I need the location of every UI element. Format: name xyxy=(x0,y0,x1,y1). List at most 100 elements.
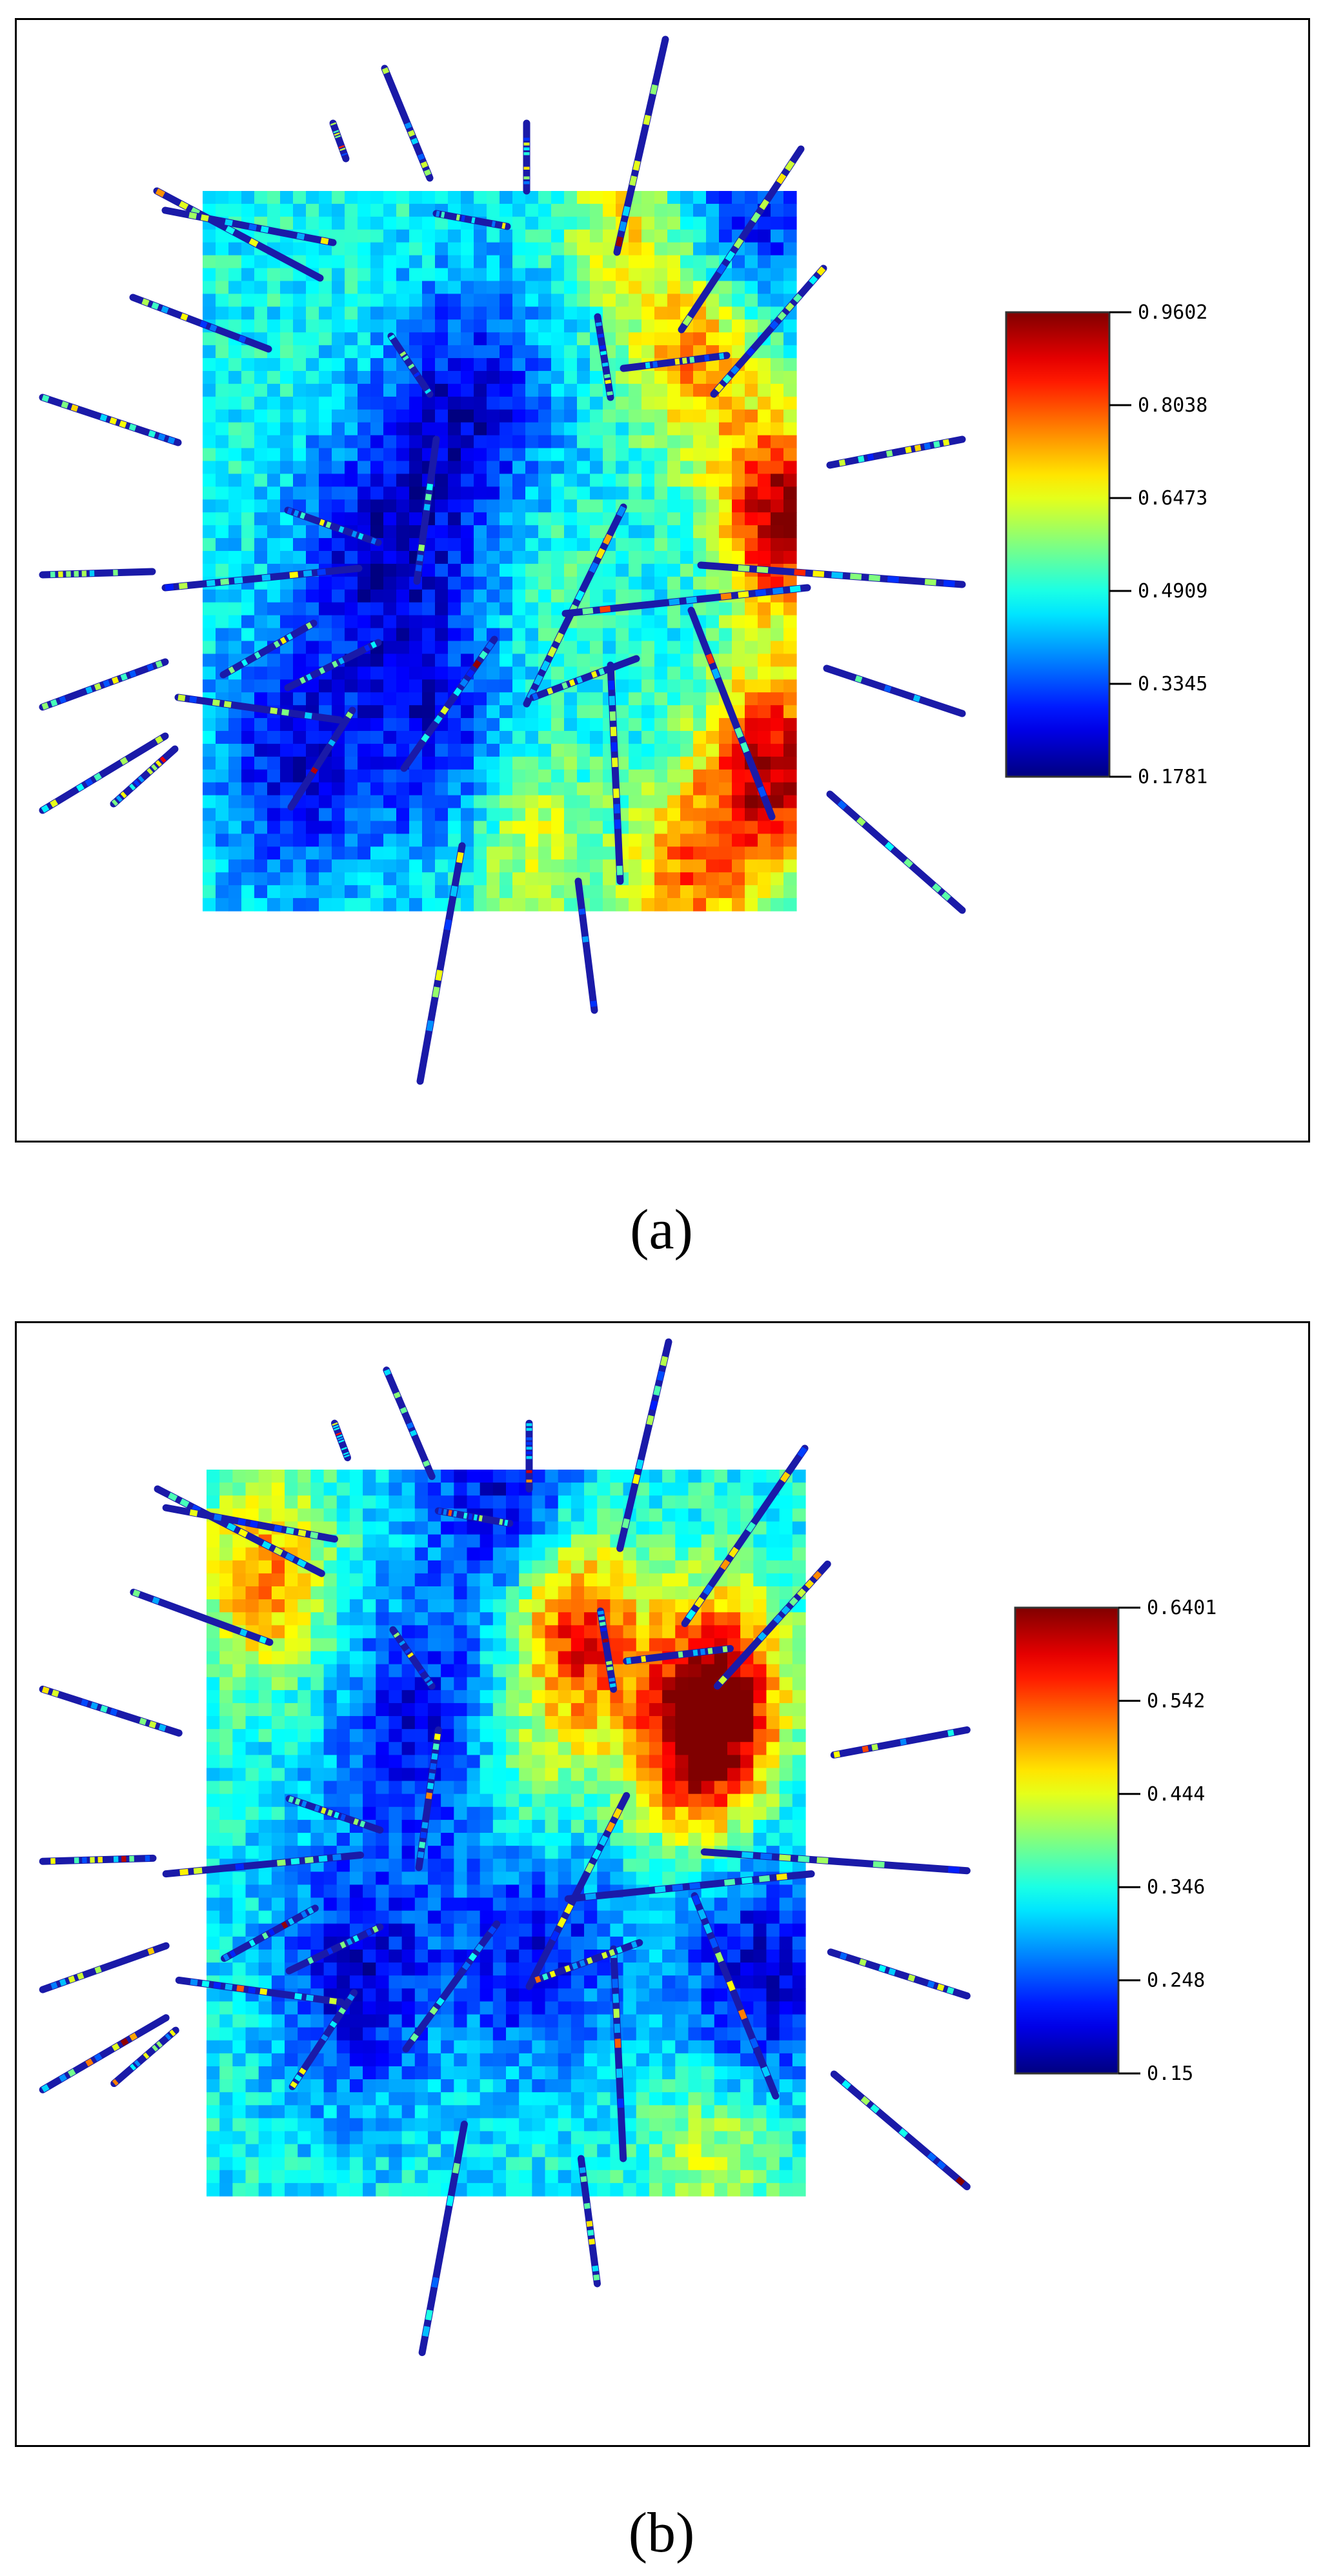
heatmap-cell xyxy=(629,834,642,847)
heatmap-cell xyxy=(662,1936,676,1950)
heatmap-cell xyxy=(745,641,758,655)
heatmap-cell xyxy=(577,358,591,372)
heatmap-cell xyxy=(506,1534,520,1548)
well-log-segment xyxy=(719,353,724,359)
heatmap-cell xyxy=(461,872,474,886)
heatmap-cell xyxy=(740,1936,754,1950)
heatmap-cell xyxy=(293,872,307,886)
heatmap-cell xyxy=(480,1806,494,1821)
heatmap-cell xyxy=(422,602,436,616)
heatmap-cell xyxy=(345,203,358,217)
heatmap-cell xyxy=(332,268,345,282)
heatmap-cell xyxy=(245,1508,259,1523)
heatmap-cell xyxy=(267,499,281,513)
heatmap-cell xyxy=(306,371,319,384)
heatmap-cell xyxy=(792,2014,806,2028)
heatmap-cell xyxy=(216,461,229,475)
heatmap-cell xyxy=(792,1923,806,1937)
heatmap-cell xyxy=(519,1702,532,1717)
heatmap-cell xyxy=(792,1534,806,1548)
heatmap-cell xyxy=(349,2014,363,2028)
heatmap-cell xyxy=(623,1599,637,1613)
heatmap-cell xyxy=(336,1819,350,1833)
heatmap-cell xyxy=(519,1806,532,1821)
heatmap-cell xyxy=(714,1988,728,2002)
heatmap-cell xyxy=(363,1859,376,1872)
heatmap-cell xyxy=(688,1521,702,1535)
heatmap-cell xyxy=(267,808,281,822)
heatmap-cell xyxy=(641,808,655,822)
heatmap-cell xyxy=(732,474,745,487)
heatmap-cell xyxy=(409,512,423,526)
heatmap-cell xyxy=(623,1625,637,1639)
heatmap-cell xyxy=(241,191,255,205)
heatmap-cell xyxy=(474,731,487,744)
heatmap-cell xyxy=(323,1859,338,1872)
heatmap-cell xyxy=(228,846,242,860)
heatmap-cell xyxy=(740,1702,754,1717)
heatmap-cell xyxy=(228,551,242,564)
heatmap-cell xyxy=(771,358,784,372)
heatmap-cell xyxy=(571,1677,585,1691)
heatmap-cell xyxy=(487,319,500,333)
heatmap-cell xyxy=(641,281,655,295)
heatmap-cell xyxy=(564,435,578,449)
heatmap-cell xyxy=(545,1521,559,1535)
well-log-segment xyxy=(190,206,201,216)
heatmap-cell xyxy=(461,808,474,822)
heatmap-cell xyxy=(512,216,526,230)
heatmap-cell xyxy=(310,1690,325,1704)
heatmap-cell xyxy=(448,242,461,256)
heatmap-cell xyxy=(203,551,216,564)
heatmap-cell xyxy=(551,731,565,744)
heatmap-cell xyxy=(363,1625,376,1639)
heatmap-cell xyxy=(332,486,345,500)
heatmap-cell xyxy=(783,358,797,372)
well-log-segment xyxy=(416,554,424,562)
heatmap-cell xyxy=(448,281,461,295)
heatmap-cell xyxy=(474,846,487,860)
heatmap-cell xyxy=(584,1690,598,1704)
heatmap-cell xyxy=(512,486,526,500)
heatmap-cell xyxy=(551,692,565,706)
well-trajectory xyxy=(574,877,598,1014)
heatmap-cell xyxy=(306,692,319,706)
heatmap-cell xyxy=(207,1988,220,2002)
heatmap-cell xyxy=(349,1702,363,1717)
heatmap-cell xyxy=(376,1573,390,1587)
heatmap-cell xyxy=(396,229,410,243)
heatmap-cell xyxy=(636,1988,650,2002)
heatmap-cell xyxy=(714,1495,728,1509)
heatmap-cell xyxy=(293,885,307,899)
heatmap-cell xyxy=(506,1768,520,1782)
well-log-segment xyxy=(103,679,110,688)
heatmap-cell xyxy=(389,1716,403,1730)
heatmap-cell xyxy=(461,641,474,655)
heatmap-cell xyxy=(623,1910,637,1924)
heatmap-cell xyxy=(675,1768,689,1782)
heatmap-cell xyxy=(727,1586,741,1600)
heatmap-cell xyxy=(779,1884,793,1899)
heatmap-cell xyxy=(519,2040,532,2054)
heatmap-cell xyxy=(551,859,565,873)
heatmap-cell xyxy=(667,782,681,796)
well-log-segment xyxy=(200,214,209,222)
heatmap-cell xyxy=(409,705,423,719)
heatmap-cell xyxy=(649,1988,663,2002)
heatmap-cell xyxy=(740,1742,754,1755)
heatmap-cell xyxy=(370,203,384,217)
well-log-segment xyxy=(643,114,651,125)
heatmap-cell xyxy=(740,1560,754,1574)
heatmap-cell xyxy=(203,743,216,757)
heatmap-cell xyxy=(409,654,423,667)
heatmap-cell xyxy=(551,191,565,205)
well-log-segment xyxy=(554,632,564,644)
heatmap-cell xyxy=(241,756,255,770)
heatmap-cell xyxy=(545,2027,559,2041)
heatmap-cell xyxy=(349,1638,363,1652)
heatmap-cell xyxy=(551,782,565,796)
heatmap-cell xyxy=(551,576,565,590)
heatmap-cell xyxy=(376,1859,390,1872)
heatmap-cell xyxy=(519,1781,532,1795)
well-log-segment xyxy=(129,783,136,791)
